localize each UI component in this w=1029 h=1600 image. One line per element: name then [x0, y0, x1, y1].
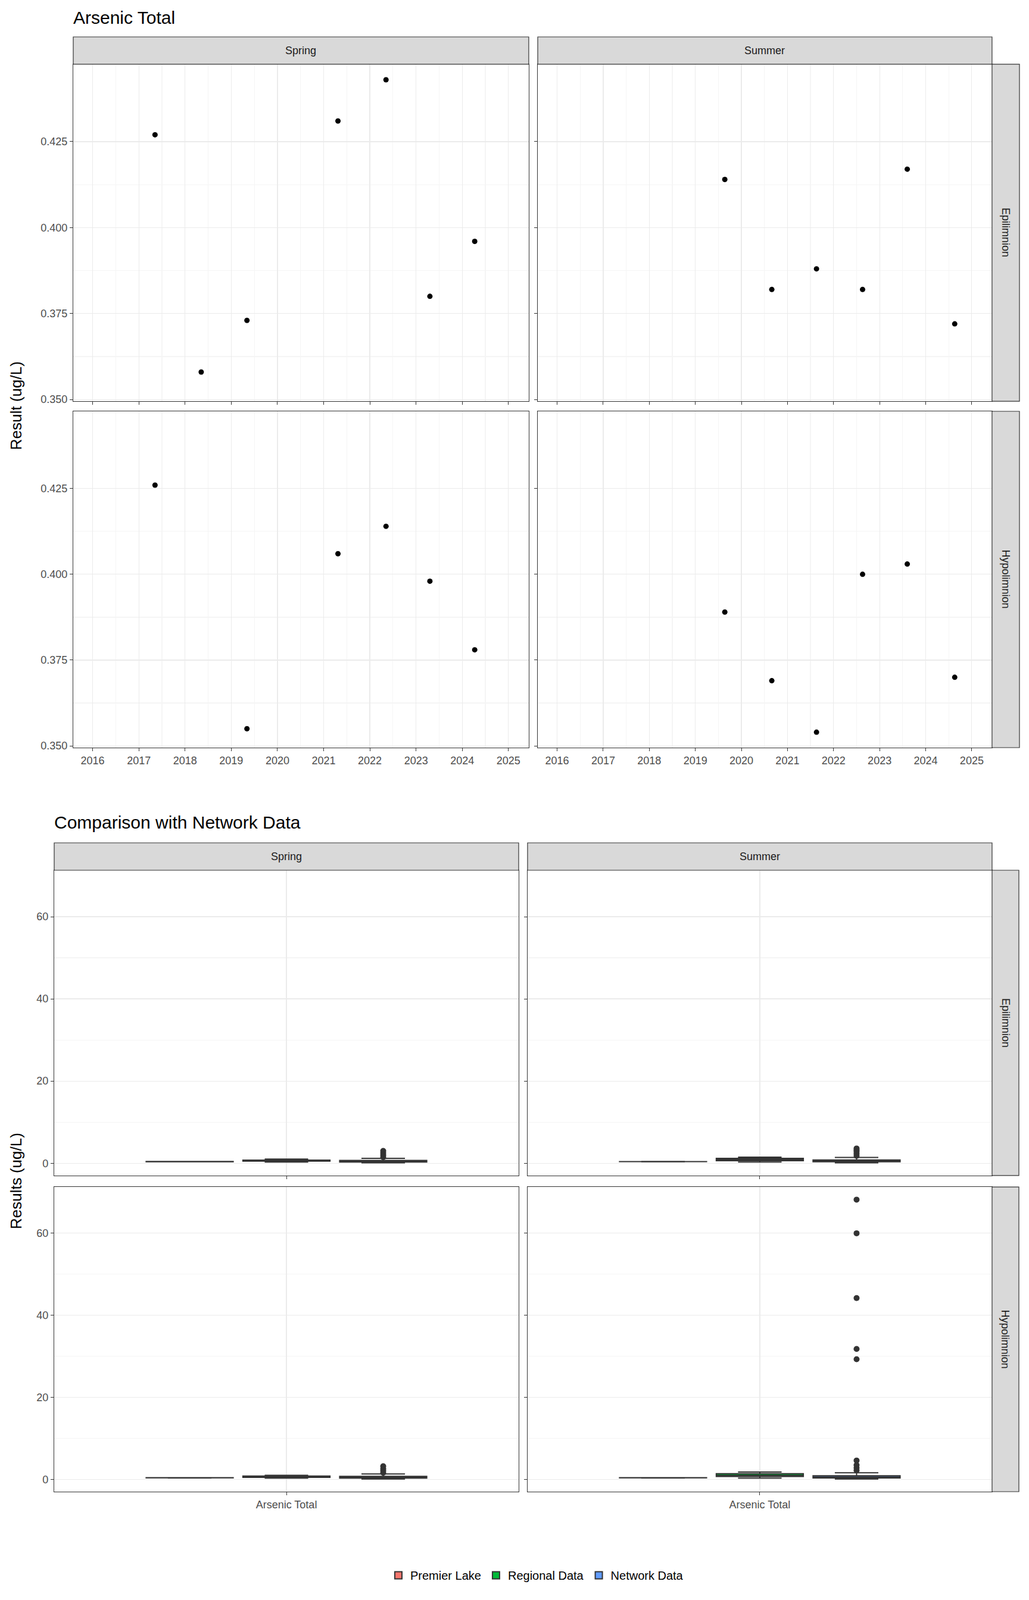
svg-text:2018: 2018: [173, 755, 198, 767]
svg-text:Summer: Summer: [744, 44, 785, 57]
svg-text:0.425: 0.425: [40, 482, 68, 495]
svg-text:2017: 2017: [591, 755, 616, 767]
svg-text:20: 20: [36, 1392, 49, 1405]
svg-text:Epilimnion: Epilimnion: [999, 207, 1012, 258]
svg-text:0.350: 0.350: [40, 740, 68, 753]
svg-text:Hypolimnion: Hypolimnion: [999, 1310, 1012, 1370]
svg-text:2016: 2016: [545, 755, 570, 767]
svg-text:2019: 2019: [219, 755, 243, 767]
svg-text:0.375: 0.375: [40, 654, 68, 667]
svg-text:Regional Data: Regional Data: [507, 1569, 585, 1583]
svg-text:2024: 2024: [450, 755, 475, 767]
svg-text:Network Data: Network Data: [610, 1569, 684, 1583]
svg-text:Arsenic Total: Arsenic Total: [256, 1499, 318, 1512]
svg-text:20: 20: [36, 1075, 49, 1088]
svg-text:60: 60: [36, 1227, 49, 1240]
svg-text:40: 40: [36, 993, 49, 1006]
svg-text:2020: 2020: [729, 755, 754, 767]
svg-text:2020: 2020: [265, 755, 290, 767]
svg-text:Spring: Spring: [270, 850, 302, 863]
svg-text:Results (ug/L): Results (ug/L): [7, 1133, 26, 1230]
svg-text:2022: 2022: [357, 755, 382, 767]
svg-text:Arsenic Total: Arsenic Total: [73, 7, 176, 28]
svg-text:2025: 2025: [496, 755, 521, 767]
svg-text:0: 0: [42, 1474, 49, 1487]
svg-text:Arsenic Total: Arsenic Total: [729, 1499, 791, 1512]
svg-text:Epilimnion: Epilimnion: [999, 998, 1012, 1049]
svg-text:0: 0: [42, 1158, 49, 1171]
svg-text:0.375: 0.375: [40, 307, 68, 320]
svg-text:0.400: 0.400: [40, 222, 68, 235]
svg-text:2021: 2021: [775, 755, 800, 767]
svg-text:2019: 2019: [683, 755, 708, 767]
svg-text:40: 40: [36, 1310, 49, 1322]
svg-text:0.400: 0.400: [40, 568, 68, 581]
svg-text:2025: 2025: [959, 755, 984, 767]
svg-text:Hypolimnion: Hypolimnion: [999, 550, 1012, 610]
svg-text:60: 60: [36, 911, 49, 924]
svg-text:0.425: 0.425: [40, 135, 68, 148]
svg-text:Result (ug/L): Result (ug/L): [7, 361, 26, 451]
svg-text:2024: 2024: [913, 755, 938, 767]
svg-text:2018: 2018: [637, 755, 661, 767]
svg-text:Spring: Spring: [285, 44, 317, 57]
svg-text:2023: 2023: [867, 755, 892, 767]
svg-text:2016: 2016: [80, 755, 105, 767]
svg-text:Summer: Summer: [739, 850, 781, 863]
svg-text:Comparison with Network Data: Comparison with Network Data: [54, 812, 301, 833]
svg-text:2021: 2021: [311, 755, 336, 767]
svg-text:2017: 2017: [126, 755, 151, 767]
svg-text:2022: 2022: [821, 755, 846, 767]
svg-text:Premier Lake: Premier Lake: [410, 1569, 482, 1583]
svg-text:0.350: 0.350: [40, 393, 68, 406]
svg-text:2023: 2023: [404, 755, 429, 767]
